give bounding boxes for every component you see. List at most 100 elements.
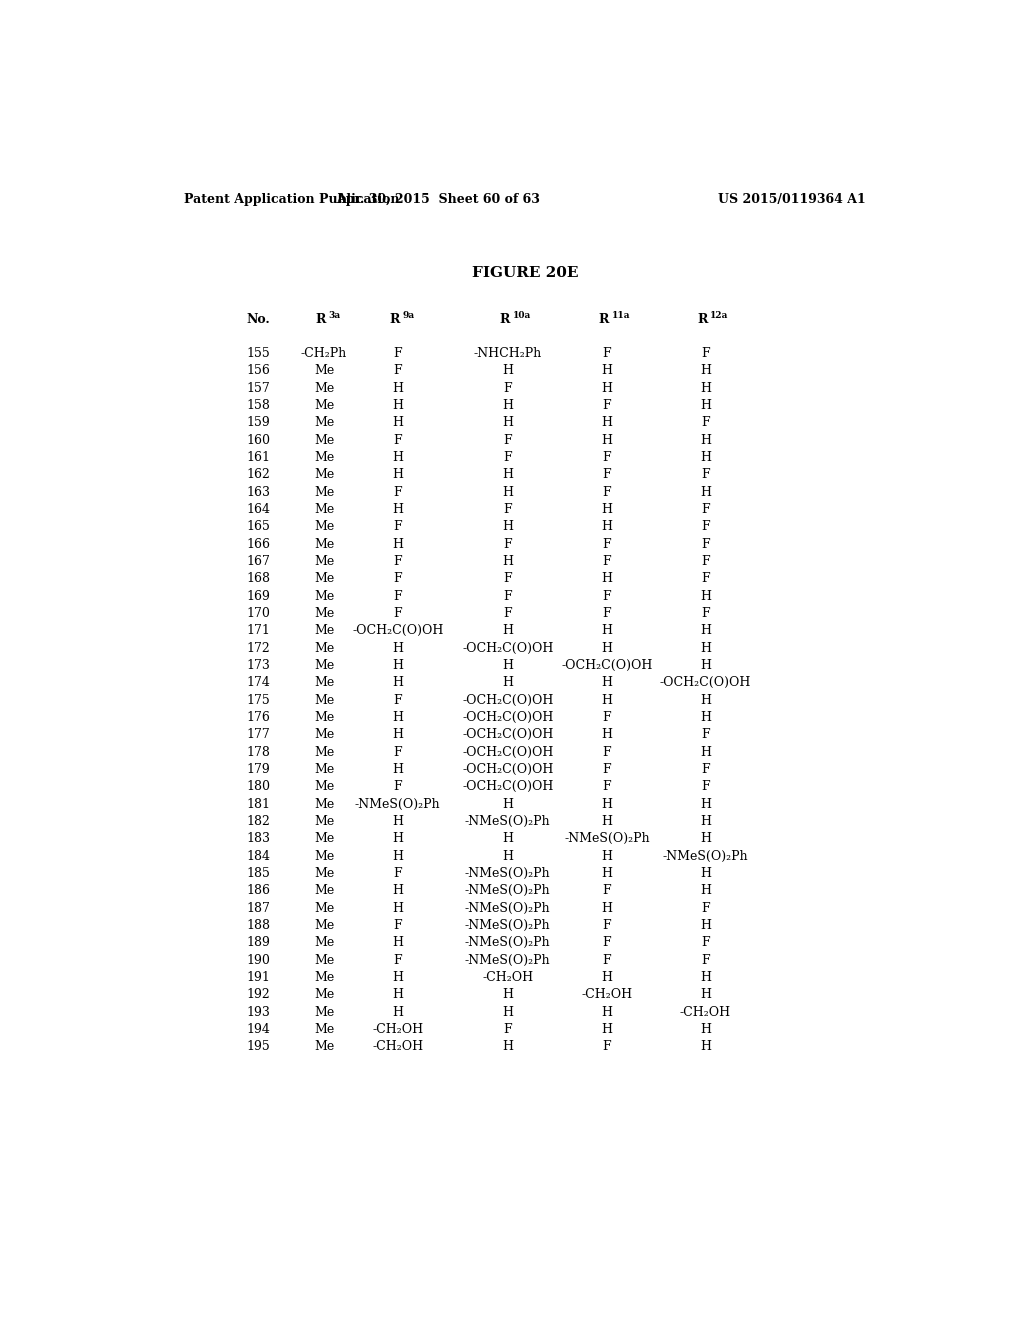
Text: F: F <box>603 780 611 793</box>
Text: F: F <box>393 693 402 706</box>
Text: H: H <box>502 659 513 672</box>
Text: 174: 174 <box>246 676 270 689</box>
Text: 168: 168 <box>246 573 270 585</box>
Text: H: H <box>502 797 513 810</box>
Text: F: F <box>603 347 611 360</box>
Text: Me: Me <box>314 693 334 706</box>
Text: F: F <box>701 347 710 360</box>
Text: F: F <box>504 451 512 465</box>
Text: H: H <box>601 814 612 828</box>
Text: F: F <box>603 399 611 412</box>
Text: H: H <box>392 729 403 742</box>
Text: H: H <box>601 503 612 516</box>
Text: H: H <box>502 486 513 499</box>
Text: H: H <box>601 520 612 533</box>
Text: F: F <box>701 763 710 776</box>
Text: H: H <box>601 1006 612 1019</box>
Text: Me: Me <box>314 989 334 1002</box>
Text: F: F <box>603 537 611 550</box>
Text: H: H <box>502 364 513 378</box>
Text: F: F <box>603 936 611 949</box>
Text: -NMeS(O)₂Ph: -NMeS(O)₂Ph <box>465 814 551 828</box>
Text: F: F <box>504 590 512 603</box>
Text: H: H <box>502 624 513 638</box>
Text: Me: Me <box>314 399 334 412</box>
Text: Me: Me <box>314 503 334 516</box>
Text: Me: Me <box>314 520 334 533</box>
Text: H: H <box>502 676 513 689</box>
Text: -OCH₂C(O)OH: -OCH₂C(O)OH <box>462 763 553 776</box>
Text: 169: 169 <box>246 590 270 603</box>
Text: -CH₂OH: -CH₂OH <box>482 972 534 983</box>
Text: H: H <box>699 399 711 412</box>
Text: H: H <box>392 763 403 776</box>
Text: H: H <box>601 642 612 655</box>
Text: H: H <box>699 381 711 395</box>
Text: 178: 178 <box>246 746 270 759</box>
Text: H: H <box>392 451 403 465</box>
Text: H: H <box>601 972 612 983</box>
Text: Me: Me <box>314 624 334 638</box>
Text: H: H <box>699 486 711 499</box>
Text: 165: 165 <box>246 520 270 533</box>
Text: F: F <box>393 590 402 603</box>
Text: 10a: 10a <box>512 310 530 319</box>
Text: H: H <box>601 902 612 915</box>
Text: H: H <box>699 364 711 378</box>
Text: Me: Me <box>314 590 334 603</box>
Text: H: H <box>699 814 711 828</box>
Text: 175: 175 <box>247 693 270 706</box>
Text: H: H <box>392 1006 403 1019</box>
Text: F: F <box>393 434 402 446</box>
Text: No.: No. <box>247 313 270 326</box>
Text: F: F <box>701 554 710 568</box>
Text: F: F <box>504 1023 512 1036</box>
Text: F: F <box>701 469 710 482</box>
Text: 182: 182 <box>246 814 270 828</box>
Text: F: F <box>603 451 611 465</box>
Text: H: H <box>392 381 403 395</box>
Text: Me: Me <box>314 711 334 723</box>
Text: H: H <box>601 693 612 706</box>
Text: Me: Me <box>314 746 334 759</box>
Text: H: H <box>392 469 403 482</box>
Text: H: H <box>601 416 612 429</box>
Text: Me: Me <box>314 919 334 932</box>
Text: F: F <box>701 729 710 742</box>
Text: Me: Me <box>314 607 334 620</box>
Text: Me: Me <box>314 953 334 966</box>
Text: 156: 156 <box>246 364 270 378</box>
Text: Me: Me <box>314 659 334 672</box>
Text: 179: 179 <box>247 763 270 776</box>
Text: F: F <box>393 364 402 378</box>
Text: H: H <box>699 451 711 465</box>
Text: H: H <box>392 902 403 915</box>
Text: -OCH₂C(O)OH: -OCH₂C(O)OH <box>462 642 553 655</box>
Text: 185: 185 <box>246 867 270 880</box>
Text: F: F <box>504 607 512 620</box>
Text: H: H <box>502 416 513 429</box>
Text: 159: 159 <box>247 416 270 429</box>
Text: H: H <box>699 972 711 983</box>
Text: Me: Me <box>314 936 334 949</box>
Text: 190: 190 <box>246 953 270 966</box>
Text: R: R <box>389 313 399 326</box>
Text: F: F <box>701 520 710 533</box>
Text: -NMeS(O)₂Ph: -NMeS(O)₂Ph <box>465 867 551 880</box>
Text: H: H <box>699 590 711 603</box>
Text: F: F <box>393 554 402 568</box>
Text: F: F <box>603 590 611 603</box>
Text: R: R <box>697 313 708 326</box>
Text: Me: Me <box>314 972 334 983</box>
Text: H: H <box>699 711 711 723</box>
Text: 184: 184 <box>246 850 270 862</box>
Text: 162: 162 <box>246 469 270 482</box>
Text: H: H <box>699 434 711 446</box>
Text: F: F <box>603 884 611 898</box>
Text: H: H <box>392 537 403 550</box>
Text: H: H <box>699 989 711 1002</box>
Text: 160: 160 <box>246 434 270 446</box>
Text: H: H <box>601 434 612 446</box>
Text: H: H <box>601 573 612 585</box>
Text: Me: Me <box>314 573 334 585</box>
